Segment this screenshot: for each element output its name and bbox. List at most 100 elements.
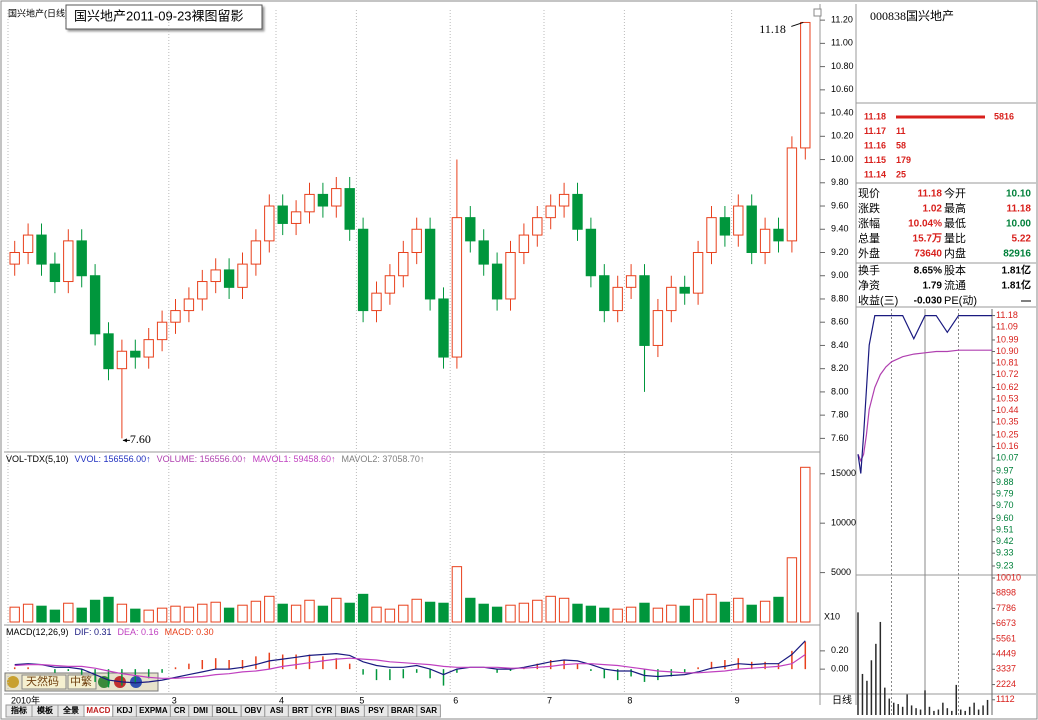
y-tick-label: 10.62 <box>996 382 1019 392</box>
tab[interactable]: PSY <box>368 706 385 715</box>
candle-body <box>465 217 476 242</box>
y-tick-label: 9.20 <box>831 247 849 257</box>
y-tick-label: 7.60 <box>831 433 849 443</box>
volume-bar <box>625 606 637 623</box>
candle-body <box>478 240 489 265</box>
candle-body <box>197 281 208 300</box>
y-tick-label: 0.20 <box>831 645 849 655</box>
dif-line <box>14 640 806 684</box>
volume-bar <box>223 607 235 623</box>
y-tick-label: 7786 <box>996 603 1016 613</box>
quote-label: 流通 <box>944 278 966 292</box>
header-item: MAVOL1: 59458.60↑ <box>253 454 336 464</box>
volume-bar <box>49 609 61 623</box>
y-tick-label: 10010 <box>996 572 1021 582</box>
candle-body <box>130 350 141 358</box>
volume-bar <box>572 603 583 623</box>
header-item: VVOL: 156556.00↑ <box>75 454 151 464</box>
logo-button[interactable] <box>21 674 67 690</box>
tab[interactable]: ASI <box>270 706 283 715</box>
volume-bar <box>585 605 597 623</box>
y-tick-label: 10.99 <box>996 334 1019 344</box>
header-item: DIF: 0.31 <box>75 627 112 637</box>
volume-bar <box>264 595 275 623</box>
candle-body <box>210 269 221 283</box>
y-tick-label: 10.80 <box>831 61 854 71</box>
y-tick-label: 11.18 <box>996 310 1018 320</box>
candle-body <box>156 321 168 341</box>
volume-bar <box>478 603 489 623</box>
candle-body <box>639 275 650 346</box>
quote-value: 82916 <box>1003 249 1031 260</box>
volume-bar <box>317 605 329 623</box>
tab[interactable]: BRAR <box>391 706 414 715</box>
quote-label: 收益(三) <box>858 293 898 307</box>
tab[interactable]: 全景 <box>62 705 79 715</box>
tab[interactable]: 指标 <box>11 705 27 715</box>
x-tick-label: 2010年 <box>11 694 40 705</box>
header-item: DEA: 0.16 <box>118 627 159 637</box>
logo[interactable]: 中繁 <box>70 674 92 688</box>
volume-bar <box>143 609 154 623</box>
header-item: VOLUME: 156556.00↑ <box>157 454 247 464</box>
volume-bar <box>746 604 757 623</box>
y-tick-label: 3337 <box>996 664 1016 674</box>
candle-body <box>143 339 154 358</box>
tab[interactable]: DMI <box>193 706 208 715</box>
quote-value: 1.79 <box>923 281 943 292</box>
y-tick-label: 9.80 <box>831 177 849 187</box>
book-price: 11.15 <box>864 155 886 165</box>
logo-button[interactable] <box>67 674 97 690</box>
candle-body <box>223 269 235 288</box>
volume-bar <box>331 597 342 623</box>
chart-title: 国兴地产(日线) <box>8 7 68 18</box>
y-tick-label: 10.25 <box>996 429 1019 439</box>
y-tick-label: 9.00 <box>831 270 849 280</box>
volume-bar <box>465 597 476 623</box>
candle-body <box>411 228 422 253</box>
volume-bar <box>250 600 262 623</box>
quote-value: — <box>1021 296 1031 307</box>
volume-bar <box>357 593 369 623</box>
candle-body <box>451 217 463 358</box>
candle-body <box>666 286 677 312</box>
book-price: 11.16 <box>864 140 886 150</box>
volume-bar <box>424 601 436 623</box>
tab[interactable]: CR <box>174 706 186 715</box>
quote-value: 5.22 <box>1012 234 1032 245</box>
volume-bar <box>304 599 315 623</box>
candle-body <box>786 147 798 242</box>
candle-body <box>250 240 262 265</box>
tab[interactable]: BRT <box>292 706 309 715</box>
tab[interactable]: SAR <box>420 706 437 715</box>
candle-body <box>357 228 369 312</box>
y-tick-label: 9.79 <box>996 488 1014 498</box>
tab[interactable]: BOLL <box>216 706 238 715</box>
volume-bar <box>491 606 503 623</box>
book-volume: 58 <box>896 140 906 150</box>
toolbar: 指标 模板 全景 MACD KDJ EXPMA CR DMI BOLL OBV ASI BRT CYR B… <box>5 704 441 718</box>
y-tick-label: 10.81 <box>996 357 1019 367</box>
panel-header: VOL-TDX(5,10) VVOL: 156556.00↑ VOLUME: 156… <box>6 454 424 464</box>
y-tick-label: 10000 <box>831 518 856 528</box>
tab[interactable]: 模板 <box>37 705 54 715</box>
tab[interactable]: KDJ <box>117 706 133 715</box>
period-label: 日线 <box>832 694 852 707</box>
tab[interactable]: MACD <box>86 706 110 715</box>
candle-body <box>746 205 757 253</box>
book-volume: 11 <box>896 126 906 136</box>
volume-bar <box>666 604 677 623</box>
y-tick-label: 10.35 <box>996 417 1019 427</box>
candle-body <box>76 240 87 277</box>
book-volume: 179 <box>896 155 911 165</box>
candle-body <box>532 217 543 236</box>
tab[interactable]: OBV <box>244 706 262 715</box>
candle-body <box>572 193 583 230</box>
tab[interactable]: EXPMA <box>139 706 168 715</box>
logo[interactable]: 天然码 <box>26 674 59 688</box>
tab[interactable]: BIAS <box>340 706 360 715</box>
quote-label: 最高 <box>944 201 966 215</box>
tab[interactable]: CYR <box>315 706 332 715</box>
tab-bg <box>416 704 441 718</box>
